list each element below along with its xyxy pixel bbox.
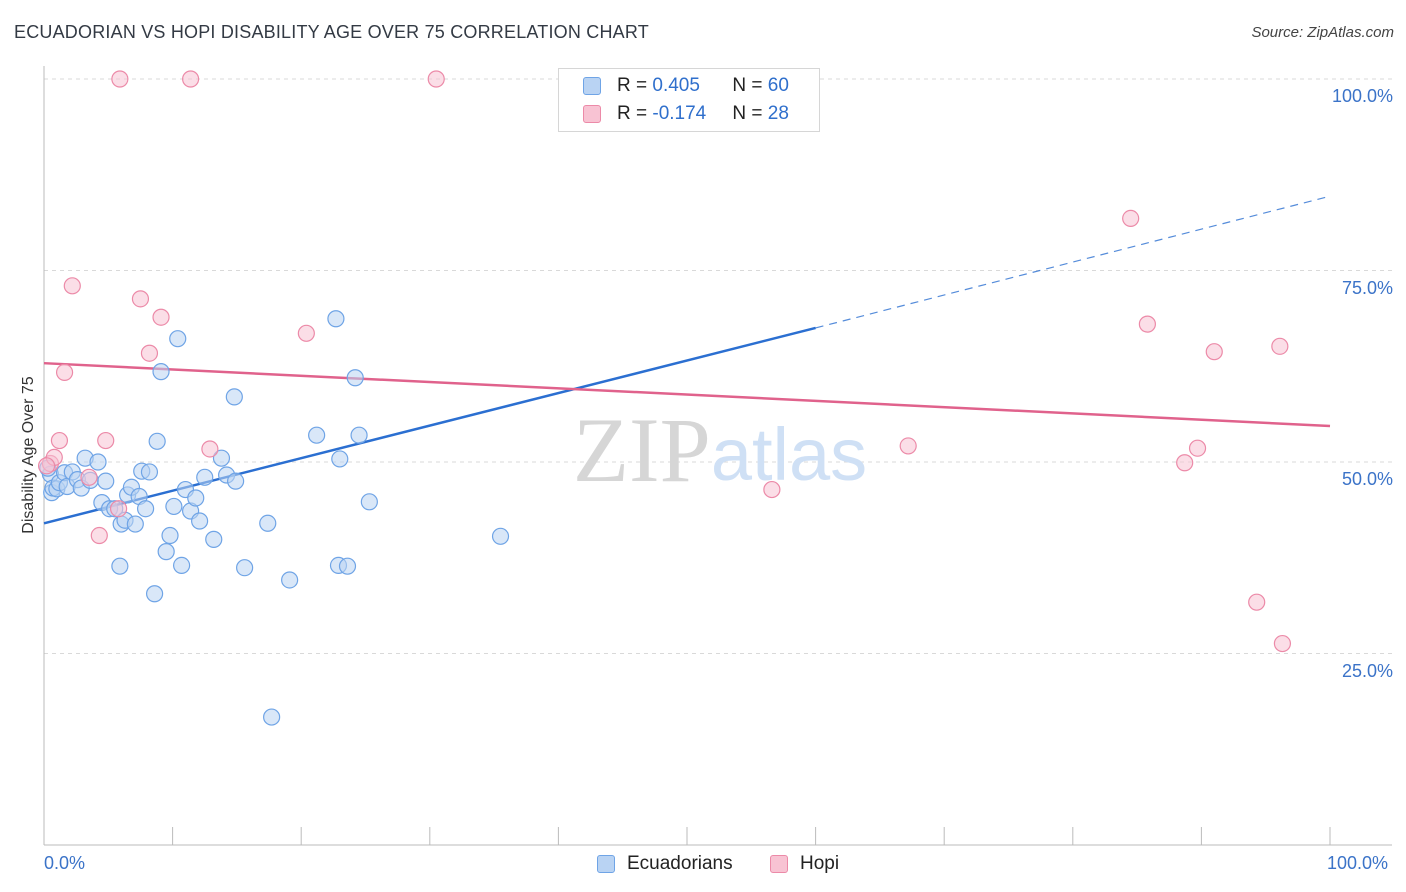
hopi-legend-label: Hopi xyxy=(800,853,840,874)
ecuadorians-point xyxy=(308,426,326,444)
ecuadorians-trend-line xyxy=(43,326,816,525)
ecuadorians-point xyxy=(196,468,214,486)
hopi-legend-swatch xyxy=(770,855,788,873)
hopi-point xyxy=(201,440,219,458)
series-ecuadorians xyxy=(39,70,812,726)
ecuadorians-point xyxy=(140,463,159,481)
axes xyxy=(43,66,1392,846)
hopi-point xyxy=(1248,593,1266,611)
hopi-point xyxy=(1188,439,1207,457)
ecuadorians-point xyxy=(157,543,175,561)
ecuadorians-point xyxy=(236,559,254,577)
ecuadorians-point xyxy=(145,585,164,603)
ecuadorians-legend-swatch xyxy=(597,855,615,873)
chart-title: ECUADORIAN VS HOPI DISABILITY AGE OVER 7… xyxy=(14,22,649,42)
hopi-point xyxy=(1122,209,1140,228)
correlation-legend: R = 0.405 N = 60 R = -0.174 N = 28 xyxy=(558,68,820,132)
ecuadorians-point xyxy=(126,515,144,533)
hopi-point xyxy=(899,437,917,455)
ecuadorians-point xyxy=(259,514,277,532)
hopi-point xyxy=(152,308,170,326)
ecuadorians-point xyxy=(173,556,191,575)
y-tick-label: 100.0% xyxy=(1331,86,1393,106)
hopi-point xyxy=(97,431,115,450)
ecuadorians-point xyxy=(360,493,378,511)
legend-item-ecuadorians: Ecuadorians xyxy=(597,852,733,876)
hopi-point xyxy=(109,500,128,518)
hopi-point xyxy=(1271,337,1289,355)
y-tick-label: 50.0% xyxy=(1341,469,1393,489)
n-label: N = xyxy=(732,75,768,96)
hopi-point xyxy=(55,363,74,381)
ecuadorians-point xyxy=(350,426,368,444)
ecuadorians-point xyxy=(225,388,243,406)
hopi-point xyxy=(90,526,108,545)
ecuadorians-legend-label: Ecuadorians xyxy=(627,853,733,874)
ecuadorians-point xyxy=(205,530,223,548)
hopi-point xyxy=(140,344,159,362)
legend-row-ecuadorians: R = 0.405 N = 60 xyxy=(583,75,789,97)
n-value-ecuadorians: 60 xyxy=(767,75,789,96)
hopi-point xyxy=(1205,343,1223,361)
gridlines xyxy=(44,78,1392,654)
n-value-hopi: 28 xyxy=(767,103,789,124)
trend-lines xyxy=(43,195,1331,525)
hopi-point xyxy=(80,468,98,486)
ecuadorians-point xyxy=(338,557,357,575)
hopi-point xyxy=(1176,454,1194,472)
data-points xyxy=(37,70,1292,726)
legend-item-hopi: Hopi xyxy=(770,852,839,876)
n-label: N = xyxy=(732,103,768,124)
hopi-point xyxy=(763,480,781,499)
ecuadorians-point xyxy=(161,526,179,545)
hopi-point xyxy=(131,290,150,308)
ecuadorians-point xyxy=(227,472,245,490)
ecuadorians-point xyxy=(263,708,281,726)
hopi-point xyxy=(427,70,445,88)
r-value-hopi: -0.174 xyxy=(652,103,707,124)
hopi-point xyxy=(182,70,200,88)
ecuadorians-point xyxy=(111,557,129,575)
y-tick-label: 75.0% xyxy=(1341,277,1393,298)
x-tick-label-min: 0.0% xyxy=(44,853,86,873)
hopi-point xyxy=(37,457,56,475)
r-value-ecuadorians: 0.405 xyxy=(652,75,700,96)
series-hopi xyxy=(37,70,1292,653)
y-tick-label: 25.0% xyxy=(1341,660,1393,681)
ecuadorians-point xyxy=(281,571,299,589)
ecuadorians-point xyxy=(89,453,107,471)
ecuadorians-swatch xyxy=(583,77,601,95)
ecuadorians-point xyxy=(331,450,349,468)
hopi-point xyxy=(1138,315,1156,333)
ecuadorians-point xyxy=(191,512,209,530)
x-tick-label-max: 100.0% xyxy=(1327,853,1389,873)
ecuadorians-point xyxy=(148,432,166,450)
hopi-point xyxy=(297,324,315,342)
r-label: R = xyxy=(617,75,653,96)
ecuadorians-point xyxy=(165,497,183,516)
hopi-trend-line xyxy=(43,361,1331,428)
ecuadorians-point xyxy=(327,310,345,328)
hopi-point xyxy=(63,277,81,295)
ecuadorians-point xyxy=(169,330,187,348)
chart-source: Source: ZipAtlas.com xyxy=(1251,24,1394,41)
ecuadorians-point xyxy=(491,527,510,545)
ecuadorians-point xyxy=(212,449,231,467)
ecuadorians-point xyxy=(187,489,205,507)
hopi-point xyxy=(111,70,129,88)
hopi-swatch xyxy=(583,105,601,123)
ecuadorians-point xyxy=(346,369,364,387)
hopi-point xyxy=(50,431,69,450)
watermark: ZIPatlas xyxy=(573,399,867,501)
ecuadorians-trend-extension xyxy=(815,195,1331,329)
r-label: R = xyxy=(617,103,653,124)
hopi-point xyxy=(1273,634,1292,653)
legend-row-hopi: R = -0.174 N = 28 xyxy=(583,103,789,125)
ecuadorians-point xyxy=(152,363,170,381)
ecuadorians-point xyxy=(97,472,115,490)
ecuadorians-point xyxy=(136,500,155,518)
